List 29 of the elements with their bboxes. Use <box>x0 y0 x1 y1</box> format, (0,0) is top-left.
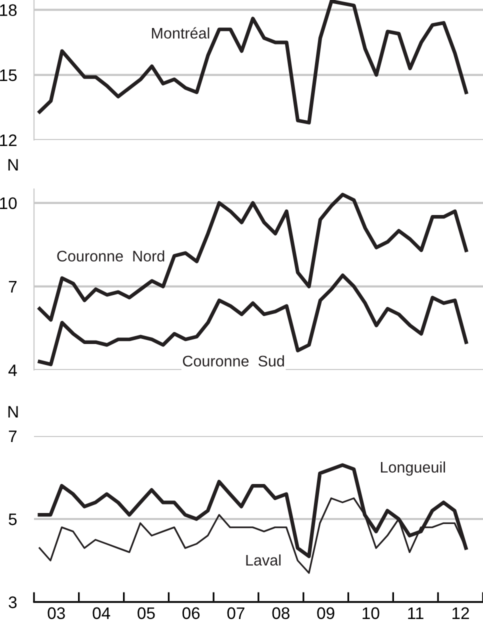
series-label: Couronne Nord <box>57 250 164 262</box>
line-series <box>38 192 468 322</box>
x-tick-label: 04 <box>92 607 110 620</box>
y-tick-label: 4 <box>8 364 17 376</box>
y-tick-label: 15 <box>0 69 17 82</box>
x-tick-label: 05 <box>138 607 155 620</box>
x-tick-label: 08 <box>272 607 290 620</box>
x-tick-label: 07 <box>227 607 244 620</box>
y-axis-title: N <box>8 159 18 171</box>
y-axis-title: N <box>8 406 18 418</box>
y-tick-label: 18 <box>0 4 17 16</box>
series-label: Laval <box>246 554 281 566</box>
y-tick-label: 12 <box>0 134 16 146</box>
y-tick-label: 7 <box>8 430 16 442</box>
x-tick-label: 11 <box>408 607 424 619</box>
series-label: Montréal <box>152 27 210 39</box>
y-tick-label: 5 <box>8 514 17 526</box>
x-tick-label: 09 <box>317 607 334 620</box>
x-tick-label: 06 <box>182 607 200 620</box>
line-series <box>38 0 468 124</box>
x-tick-label: 12 <box>452 607 469 619</box>
series-label: Longueuil <box>380 461 445 476</box>
y-tick-label: 10 <box>0 197 17 210</box>
y-tick-label: 7 <box>8 281 16 292</box>
x-tick-label: 10 <box>362 607 380 620</box>
series-label: Couronne Sud <box>182 355 284 367</box>
line-series <box>38 274 468 366</box>
y-tick-label: 3 <box>8 596 17 608</box>
x-tick-label: 03 <box>48 607 65 620</box>
